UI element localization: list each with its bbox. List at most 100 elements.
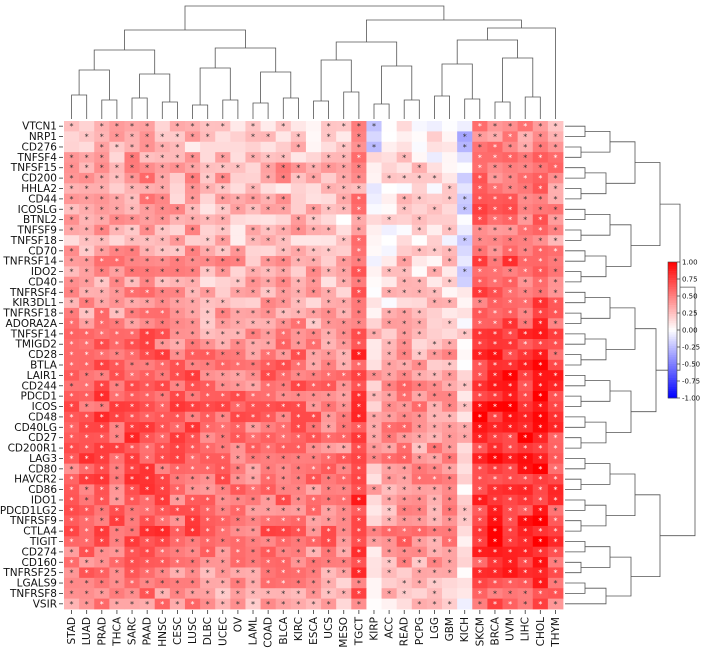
significance-marker: * — [387, 444, 391, 453]
significance-marker: * — [327, 558, 331, 567]
significance-marker: * — [206, 340, 210, 349]
significance-marker: * — [327, 247, 331, 256]
heatmap-cell-ADORA2A-MESO — [336, 318, 352, 330]
significance-marker: * — [402, 392, 406, 401]
significance-marker: * — [312, 506, 316, 515]
colorbar-segment — [668, 282, 677, 285]
significance-marker: * — [357, 164, 361, 173]
heatmap-cell-TNFRSF14-BRCA — [487, 255, 503, 267]
heatmap-cell-HHLA2-ESCA — [305, 183, 322, 195]
significance-marker: * — [221, 299, 225, 308]
heatmap-cell-VTCN1-TGCT — [351, 121, 367, 132]
heatmap-cell-CD28-STAD — [64, 349, 80, 361]
colorbar-segment — [668, 384, 677, 387]
colorbar-segment — [668, 307, 677, 310]
significance-marker: * — [342, 558, 346, 567]
significance-marker: * — [115, 413, 119, 422]
heatmap-cell-CD40LG-LAML — [245, 422, 261, 433]
heatmap-cell-CD200R1-THCA — [109, 442, 125, 454]
significance-marker: * — [523, 351, 527, 360]
significance-marker: * — [523, 579, 527, 588]
heatmap-cell-HAVCR2-KIRP — [366, 474, 382, 485]
dendrogram-link — [441, 63, 473, 99]
significance-marker: * — [251, 351, 255, 360]
significance-marker: * — [70, 122, 74, 131]
significance-marker: * — [448, 403, 452, 412]
significance-marker: * — [342, 330, 346, 339]
significance-marker: * — [206, 496, 210, 505]
heatmap-cell-CD244-DLBC — [200, 380, 216, 392]
heatmap-cell-TNFSF18-BRCA — [487, 235, 503, 246]
heatmap-cell-PDCD1-TGCT — [351, 390, 367, 402]
significance-marker: * — [70, 216, 74, 225]
heatmap-cell-CD44-BLCA — [275, 193, 292, 205]
heatmap-cell-IDO2-LAML — [245, 266, 261, 278]
heatmap-cell-VTCN1-ACC — [381, 121, 398, 132]
significance-marker: * — [100, 600, 104, 609]
significance-marker: * — [160, 589, 164, 598]
heatmap-cell-PDCD1LG2-HNSC — [154, 505, 171, 516]
heatmap-cell-CD86-BRCA — [487, 484, 503, 496]
heatmap-cell-TIGIT-THCA — [109, 536, 125, 548]
significance-marker: * — [221, 226, 225, 235]
heatmap-cell-IDO2-THYM — [547, 266, 564, 278]
heatmap-cell-CD48-UVM — [502, 411, 519, 423]
significance-marker: * — [478, 423, 482, 432]
significance-marker: * — [266, 226, 270, 235]
significance-marker: * — [357, 371, 361, 380]
significance-marker: * — [372, 330, 376, 339]
heatmap-cell-TNFRSF4-CESC — [169, 287, 186, 298]
significance-marker: * — [145, 205, 149, 214]
heatmap-cell-TNFSF9-PRAD — [94, 224, 110, 236]
heatmap-cell-VSIR-UVM — [502, 598, 519, 610]
significance-marker: * — [357, 184, 361, 193]
heatmap-cell-CD200R1-LUAD — [79, 442, 95, 454]
dendrogram-link — [565, 395, 582, 407]
significance-marker: * — [553, 371, 557, 380]
significance-marker: * — [100, 122, 104, 131]
significance-marker: * — [538, 319, 542, 328]
significance-marker: * — [342, 205, 346, 214]
row-dendrogram — [565, 125, 696, 605]
heatmap-cell-CD40-CHOL — [532, 276, 549, 288]
heatmap-cell-TMIGD2-CESC — [169, 339, 186, 350]
heatmap-cell-KIR3DL1-PCPG — [411, 297, 428, 309]
heatmap-cell-TNFSF15-CESC — [169, 162, 186, 174]
heatmap-cell-HHLA2-LGG — [426, 183, 443, 195]
heatmap-cell-ICOS-CESC — [169, 401, 186, 413]
significance-marker: * — [145, 569, 149, 578]
heatmap-cell-BTLA-UCEC — [215, 359, 231, 371]
heatmap-cell-VSIR-LIHC — [517, 598, 534, 610]
heatmap-cell-LAG3-STAD — [64, 453, 80, 465]
significance-marker: * — [402, 330, 406, 339]
heatmap-cell-TNFRSF25-UVM — [502, 567, 519, 579]
colorbar-segment — [668, 266, 677, 270]
heatmap-cell-VSIR-TGCT — [351, 598, 367, 610]
heatmap-cell-ADORA2A-COAD — [260, 318, 277, 330]
significance-marker: * — [206, 309, 210, 318]
significance-marker: * — [266, 538, 270, 547]
heatmap-cell-CD44-THYM — [547, 193, 564, 205]
heatmap-cell-CD200R1-GBM — [442, 442, 458, 454]
heatmap-cell-CD244-KIRP — [366, 380, 382, 392]
heatmap-cell-CD200-KIRC — [290, 172, 307, 184]
significance-marker: * — [357, 465, 361, 474]
heatmap-cell-BTLA-HNSC — [154, 359, 171, 371]
significance-marker: * — [191, 257, 195, 266]
heatmap-cell-TNFRSF25-KICH — [457, 567, 473, 579]
heatmap-cell-TNFSF9-KIRP — [366, 224, 382, 236]
colorbar-segment — [668, 293, 677, 297]
colorbar-segment — [668, 284, 677, 288]
heatmap-cell-IDO2-CHOL — [532, 266, 549, 278]
significance-marker: * — [251, 330, 255, 339]
significance-marker: * — [236, 413, 240, 422]
significance-marker: * — [281, 153, 285, 162]
significance-marker: * — [508, 423, 512, 432]
significance-marker: * — [508, 340, 512, 349]
significance-marker: * — [553, 382, 557, 391]
heatmap-cell-CD40-CESC — [169, 276, 186, 288]
heatmap-cell-CD200-PCPG — [411, 172, 428, 184]
row-label-TNFRSF25: TNFRSF25 — [2, 567, 57, 579]
row-label-TMIGD2: TMIGD2 — [15, 339, 57, 351]
column-label-PCPG: PCPG — [414, 617, 426, 645]
